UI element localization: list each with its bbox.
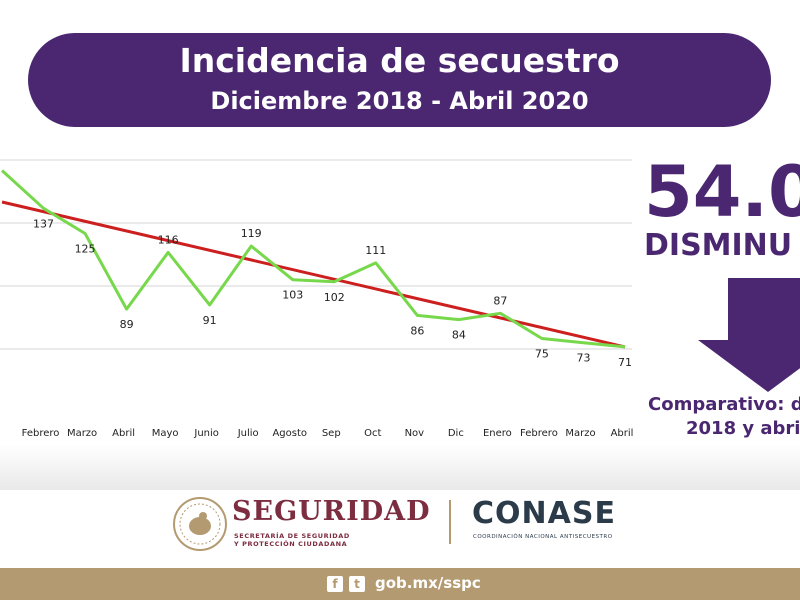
data-label: 137 bbox=[33, 217, 54, 230]
data-label: 102 bbox=[324, 291, 345, 304]
chart-bottom-fade bbox=[0, 444, 800, 490]
data-label: 116 bbox=[158, 233, 179, 246]
x-tick-label: Dic bbox=[448, 428, 464, 439]
seguridad-logo-text: SEGURIDAD bbox=[232, 496, 431, 527]
data-label: 75 bbox=[535, 348, 549, 361]
reduction-label: DISMINU bbox=[644, 228, 792, 264]
data-label: 89 bbox=[120, 318, 134, 331]
x-tick-label: Abril bbox=[611, 428, 634, 439]
x-tick-label: Agosto bbox=[272, 428, 307, 439]
line-chart: 137 125 89 116 91 119 103 102 111 86 84 87 75 73 71 Fe… bbox=[0, 150, 640, 442]
x-tick-label: Sep bbox=[322, 428, 341, 439]
x-tick-label: Febrero bbox=[520, 428, 558, 439]
comparison-text-line1: Comparativo: d bbox=[648, 394, 800, 415]
x-tick-label: Mayo bbox=[152, 428, 179, 439]
reduction-percent: 54.0 bbox=[644, 150, 800, 234]
logo-bar: SEGURIDAD SECRETARÍA DE SEGURIDAD Y PROT… bbox=[0, 490, 800, 568]
logo-divider bbox=[449, 500, 451, 544]
title-banner: Incidencia de secuestro Diciembre 2018 -… bbox=[28, 33, 771, 127]
national-seal-icon bbox=[172, 496, 228, 552]
down-arrow-icon bbox=[698, 278, 800, 392]
comparison-text-line2: 2018 y abril bbox=[686, 418, 800, 439]
x-tick-label: Oct bbox=[364, 428, 381, 439]
x-tick-label: Marzo bbox=[67, 428, 97, 439]
data-label: 84 bbox=[452, 329, 466, 342]
trend-line bbox=[2, 202, 625, 347]
conase-logo-text: CONASE bbox=[472, 496, 616, 531]
footer-bar: f t gob.mx/sspc bbox=[0, 568, 800, 600]
seguridad-subtitle-1: SECRETARÍA DE SEGURIDAD bbox=[234, 532, 350, 540]
chart-subtitle: Diciembre 2018 - Abril 2020 bbox=[28, 87, 771, 115]
x-tick-label: Abril bbox=[112, 428, 135, 439]
conase-subtitle: COORDINACIÓN NACIONAL ANTISECUESTRO bbox=[473, 534, 613, 540]
seguridad-subtitle-2: Y PROTECCIÓN CIUDADANA bbox=[234, 540, 347, 548]
chart-title: Incidencia de secuestro bbox=[28, 41, 771, 80]
data-label: 111 bbox=[365, 244, 386, 257]
facebook-icon[interactable]: f bbox=[327, 576, 343, 592]
data-label: 86 bbox=[410, 324, 424, 337]
data-label: 119 bbox=[241, 227, 262, 240]
data-label: 103 bbox=[282, 289, 303, 302]
x-tick-label: Febrero bbox=[22, 428, 60, 439]
data-label: 87 bbox=[493, 294, 507, 307]
twitter-icon[interactable]: t bbox=[349, 576, 365, 592]
data-label: 125 bbox=[75, 243, 96, 256]
x-tick-label: Junio bbox=[193, 428, 219, 439]
x-tick-label: Nov bbox=[405, 428, 425, 439]
data-label: 71 bbox=[618, 356, 632, 369]
series-line bbox=[2, 171, 625, 347]
x-tick-label: Enero bbox=[483, 428, 512, 439]
data-label: 73 bbox=[576, 352, 590, 365]
x-tick-label: Marzo bbox=[565, 428, 595, 439]
x-tick-label: Julio bbox=[237, 428, 259, 439]
footer-url[interactable]: gob.mx/sspc bbox=[375, 574, 481, 592]
data-label: 91 bbox=[203, 314, 217, 327]
